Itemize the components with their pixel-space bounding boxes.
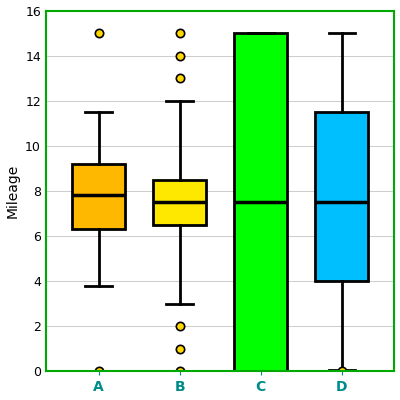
Y-axis label: Mileage: Mileage: [6, 164, 20, 218]
PathPatch shape: [234, 33, 287, 372]
PathPatch shape: [153, 180, 206, 225]
PathPatch shape: [316, 112, 368, 281]
PathPatch shape: [72, 164, 125, 229]
